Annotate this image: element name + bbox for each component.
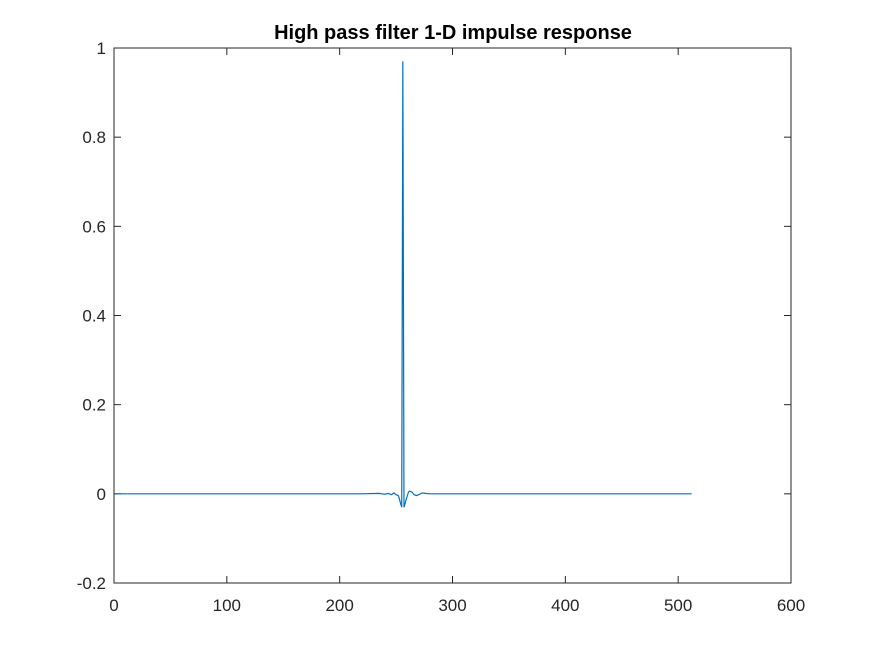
- x-tick-label: 600: [777, 596, 805, 615]
- x-tick-label: 200: [325, 596, 353, 615]
- x-tick-label: 300: [438, 596, 466, 615]
- x-tick-label: 0: [109, 596, 118, 615]
- y-tick-label: 0.8: [82, 128, 106, 147]
- chart-title: High pass filter 1-D impulse response: [274, 22, 632, 44]
- series-line: [115, 61, 692, 508]
- y-tick-label: 0.4: [82, 307, 106, 326]
- x-axis: 0 100 200 300 400 500 600: [109, 48, 805, 615]
- x-tick-label: 100: [213, 596, 241, 615]
- y-tick-label: 1: [97, 39, 106, 58]
- x-tick-label: 400: [551, 596, 579, 615]
- plot-area: 0 100 200 300 400 500 600 -0.200.20.40.60.81: [77, 39, 805, 615]
- y-tick-label: 0.2: [82, 396, 106, 415]
- y-tick-label: -0.2: [77, 574, 106, 593]
- x-tick-label: 500: [664, 596, 692, 615]
- y-tick-label: 0.6: [82, 217, 106, 236]
- y-axis: -0.2 0 0.2 0.4 0.6 0.8 1: [77, 39, 791, 593]
- y-tick-label: 0: [97, 485, 106, 504]
